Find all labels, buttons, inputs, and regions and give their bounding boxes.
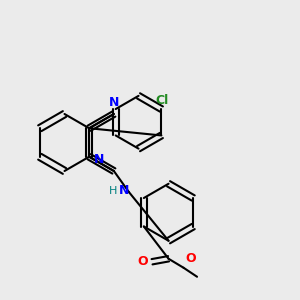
- Text: N: N: [109, 96, 119, 109]
- Text: H: H: [109, 185, 117, 196]
- Text: Cl: Cl: [155, 94, 168, 107]
- Text: N: N: [119, 184, 130, 197]
- Text: O: O: [137, 255, 148, 268]
- Text: O: O: [185, 252, 196, 265]
- Text: N: N: [94, 153, 104, 166]
